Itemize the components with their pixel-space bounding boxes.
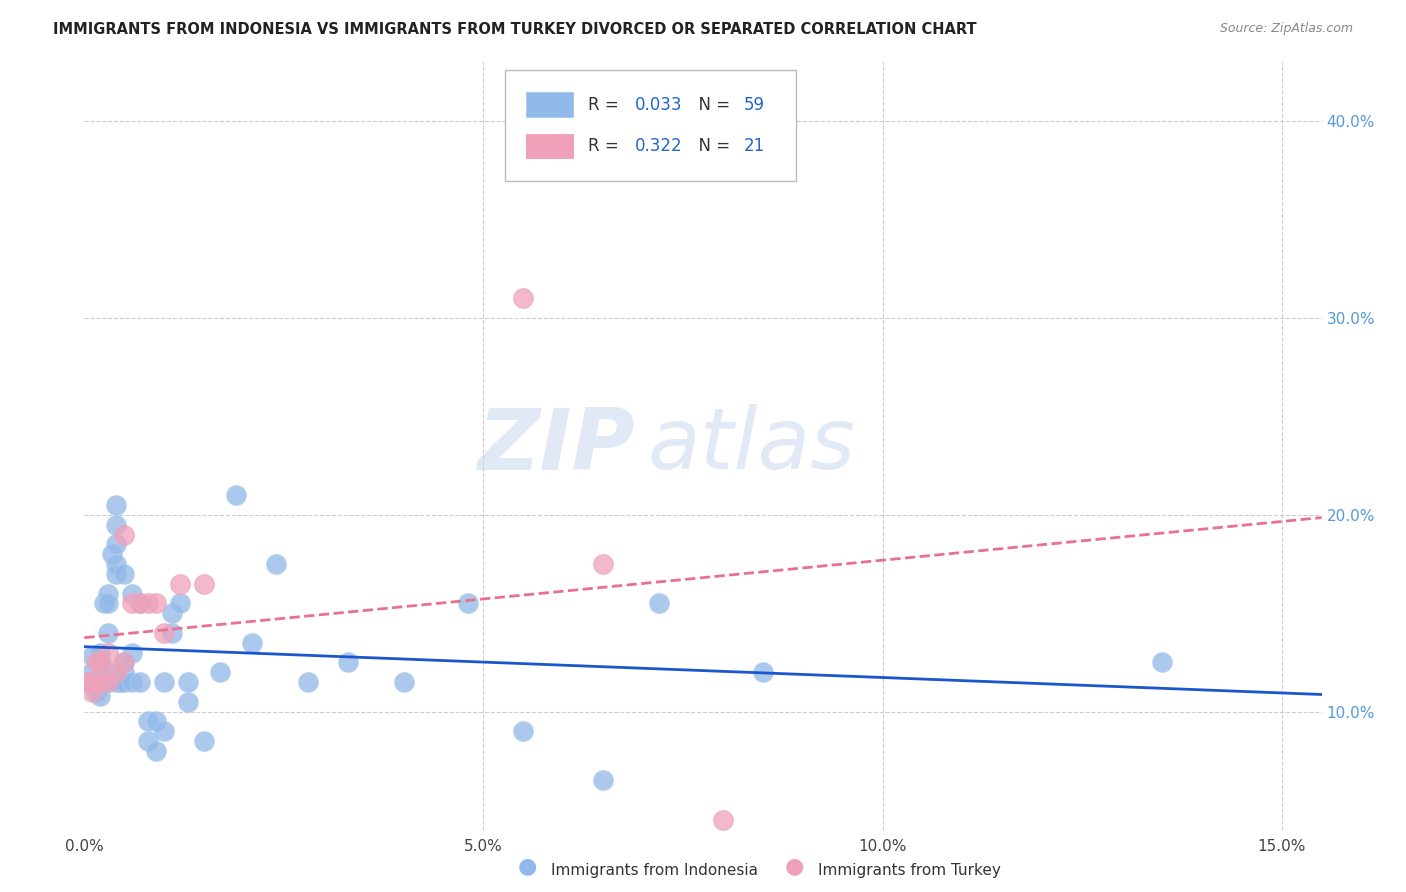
- Point: [209, 665, 232, 680]
- Point: [297, 675, 319, 690]
- Point: [82, 649, 104, 664]
- Point: [86, 675, 108, 690]
- Point: [89, 675, 111, 690]
- Point: [145, 714, 167, 729]
- Point: [89, 675, 111, 690]
- Point: [112, 527, 135, 541]
- Point: [153, 675, 176, 690]
- Point: [82, 665, 104, 680]
- Point: [336, 656, 359, 670]
- Point: [711, 813, 734, 827]
- Point: [121, 586, 143, 600]
- Text: 21: 21: [744, 137, 765, 155]
- Point: [392, 675, 415, 690]
- Bar: [526, 93, 574, 117]
- Point: [86, 685, 108, 699]
- Point: [457, 596, 479, 610]
- Point: [82, 675, 104, 690]
- Point: [264, 557, 287, 571]
- Point: [105, 537, 128, 551]
- Point: [105, 566, 128, 581]
- Text: 59: 59: [744, 95, 765, 113]
- Point: [105, 557, 128, 571]
- Text: Immigrants from Indonesia: Immigrants from Indonesia: [551, 863, 758, 878]
- Text: N =: N =: [688, 95, 735, 113]
- Point: [89, 689, 111, 703]
- Text: 0.322: 0.322: [636, 137, 682, 155]
- Point: [97, 665, 120, 680]
- Point: [129, 596, 152, 610]
- Point: [240, 636, 263, 650]
- Point: [121, 596, 143, 610]
- Point: [89, 656, 111, 670]
- Point: [169, 596, 191, 610]
- Point: [93, 596, 115, 610]
- Point: [110, 675, 132, 690]
- Point: [101, 547, 124, 561]
- Point: [97, 596, 120, 610]
- Text: 0.033: 0.033: [636, 95, 682, 113]
- Point: [105, 517, 128, 532]
- Point: [112, 656, 135, 670]
- Point: [153, 625, 176, 640]
- Point: [89, 646, 111, 660]
- Text: ●: ●: [517, 856, 537, 876]
- Point: [89, 675, 111, 690]
- Point: [129, 596, 152, 610]
- Text: R =: R =: [588, 95, 624, 113]
- Text: ZIP: ZIP: [477, 404, 636, 488]
- Point: [193, 734, 215, 748]
- Point: [97, 646, 120, 660]
- Point: [97, 675, 120, 690]
- Point: [193, 576, 215, 591]
- Text: R =: R =: [588, 137, 624, 155]
- Point: [752, 665, 775, 680]
- Point: [145, 744, 167, 758]
- Text: atlas: atlas: [647, 404, 855, 488]
- Point: [121, 646, 143, 660]
- Point: [112, 566, 135, 581]
- Point: [89, 665, 111, 680]
- Point: [145, 596, 167, 610]
- Point: [105, 665, 128, 680]
- Point: [105, 675, 128, 690]
- Point: [105, 498, 128, 512]
- Text: N =: N =: [688, 137, 735, 155]
- Point: [177, 675, 200, 690]
- Point: [77, 675, 100, 690]
- Text: IMMIGRANTS FROM INDONESIA VS IMMIGRANTS FROM TURKEY DIVORCED OR SEPARATED CORREL: IMMIGRANTS FROM INDONESIA VS IMMIGRANTS …: [53, 22, 977, 37]
- Point: [648, 596, 671, 610]
- Point: [177, 695, 200, 709]
- Point: [89, 656, 111, 670]
- Point: [121, 675, 143, 690]
- Point: [592, 557, 614, 571]
- Point: [97, 586, 120, 600]
- Point: [129, 675, 152, 690]
- Point: [169, 576, 191, 591]
- Text: ●: ●: [785, 856, 804, 876]
- Point: [592, 773, 614, 788]
- Point: [97, 625, 120, 640]
- Point: [82, 685, 104, 699]
- Point: [136, 734, 159, 748]
- Point: [1150, 656, 1173, 670]
- Point: [153, 724, 176, 739]
- Point: [160, 606, 183, 620]
- Point: [112, 656, 135, 670]
- Point: [112, 665, 135, 680]
- Point: [136, 596, 159, 610]
- Point: [512, 724, 534, 739]
- FancyBboxPatch shape: [505, 70, 796, 181]
- Point: [86, 656, 108, 670]
- Point: [97, 675, 120, 690]
- Point: [225, 488, 247, 502]
- Point: [160, 625, 183, 640]
- Text: Immigrants from Turkey: Immigrants from Turkey: [818, 863, 1001, 878]
- Point: [136, 714, 159, 729]
- Point: [112, 675, 135, 690]
- Text: Source: ZipAtlas.com: Source: ZipAtlas.com: [1219, 22, 1353, 36]
- Point: [77, 675, 100, 690]
- Bar: [526, 134, 574, 158]
- Point: [512, 292, 534, 306]
